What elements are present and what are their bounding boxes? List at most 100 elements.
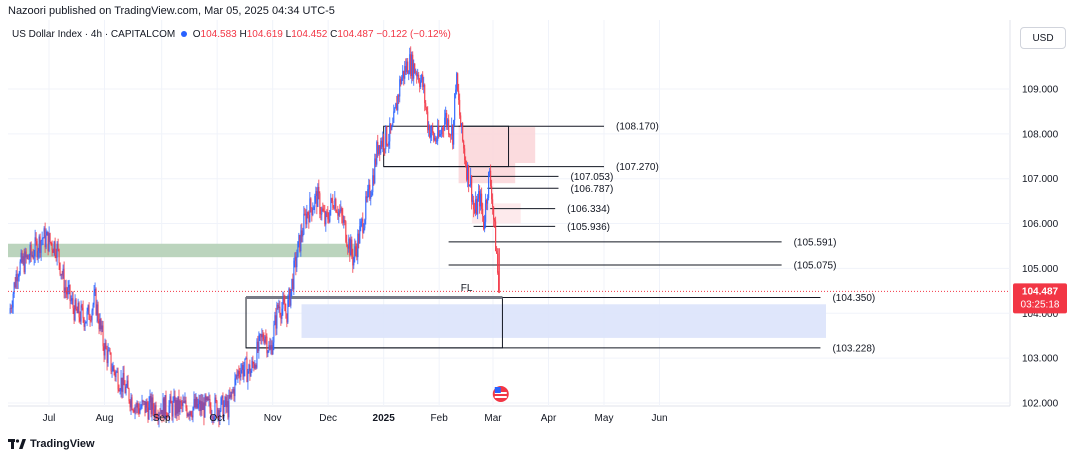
candle-body: [281, 308, 283, 319]
candle-body: [398, 95, 400, 97]
candle-body: [334, 198, 336, 209]
candle-body: [130, 397, 132, 408]
candle-body: [465, 160, 467, 166]
candle-body: [353, 257, 355, 266]
y-tick-label: 106.000: [1022, 219, 1059, 230]
candle-body: [144, 401, 146, 413]
candle-body: [419, 81, 421, 88]
open-label: O: [192, 29, 201, 40]
candle-body: [68, 285, 70, 288]
x-tick-label: Oct: [209, 413, 225, 424]
candle-body: [225, 397, 227, 408]
candle-body: [56, 243, 58, 258]
candle-body: [231, 391, 233, 393]
candle-body: [216, 400, 218, 417]
candle-body: [112, 366, 114, 372]
candle-body: [200, 401, 202, 412]
level-label: (107.270): [616, 162, 659, 173]
candle-body: [366, 196, 368, 198]
candle-body: [296, 257, 298, 268]
candle-body: [11, 307, 13, 309]
tradingview-logo[interactable]: TradingView: [8, 438, 95, 450]
candle-body: [187, 413, 189, 417]
candle-body: [210, 408, 212, 418]
candle-body: [349, 238, 351, 256]
price-chart[interactable]: (108.170) (107.270)(107.053)(106.787) (106…: [0, 20, 1080, 435]
candle-body: [64, 287, 66, 294]
x-tick-label: Jun: [651, 413, 667, 424]
candle-body: [75, 299, 77, 310]
candle-body: [418, 74, 420, 82]
candle-body: [304, 213, 306, 215]
candle-body: [50, 242, 52, 243]
candle-body: [363, 228, 365, 233]
candle-body: [491, 186, 493, 200]
candle-body: [246, 357, 248, 383]
candle-body: [380, 140, 382, 154]
candle-body: [220, 398, 222, 411]
candle-body: [306, 212, 308, 225]
candle-body: [151, 397, 153, 415]
candle-body: [185, 400, 187, 409]
candle-body: [477, 198, 479, 215]
candle-body: [16, 274, 18, 282]
candle-body: [370, 196, 372, 199]
candle-body: [488, 171, 490, 198]
candle-body: [379, 145, 381, 154]
candle-body: [427, 111, 429, 131]
candle-body: [493, 206, 495, 220]
candle-body: [108, 350, 110, 352]
candle-body: [53, 241, 55, 253]
candle-body: [13, 282, 15, 294]
candle-body: [321, 208, 323, 215]
candle-body: [212, 416, 214, 420]
candle-body: [126, 380, 128, 387]
candle-body: [336, 211, 338, 213]
candle-body: [484, 221, 486, 230]
candle-body: [258, 335, 260, 351]
candle-body: [100, 318, 102, 330]
candle-body: [101, 325, 103, 330]
high-value: 104.619: [246, 29, 283, 40]
candle-body: [429, 125, 431, 138]
candle-body: [411, 54, 413, 77]
candle-body: [313, 207, 315, 210]
candle-body: [121, 377, 123, 392]
candle-body: [88, 305, 90, 320]
candle-body: [332, 200, 334, 208]
candle-body: [273, 324, 275, 343]
candle-body: [456, 73, 458, 90]
candle-body: [215, 397, 217, 401]
candle-body: [54, 241, 56, 255]
currency-button[interactable]: USD: [1020, 27, 1066, 49]
candle-body: [196, 397, 198, 408]
candle-body: [272, 342, 274, 355]
candle-body: [425, 103, 427, 108]
candle-body: [433, 132, 435, 141]
x-tick-label: Jul: [43, 413, 56, 424]
candle-body: [322, 208, 324, 211]
candle-body: [159, 413, 161, 415]
candle-body: [335, 198, 337, 212]
candle-body: [133, 410, 135, 413]
candle-body: [325, 212, 327, 225]
candle-body: [27, 255, 29, 260]
candle-body: [82, 307, 84, 319]
candle-body: [285, 311, 287, 314]
candle-body: [26, 255, 28, 258]
last-price-label: 104.487: [1022, 286, 1059, 297]
candle-body: [301, 230, 303, 237]
level-label: (105.075): [794, 261, 837, 272]
candle-body: [77, 302, 79, 314]
candle-body: [409, 54, 411, 74]
candle-body: [290, 289, 292, 306]
candle-body: [412, 54, 414, 79]
candle-body: [460, 115, 462, 127]
candle-body: [236, 375, 238, 377]
candle-body: [390, 123, 392, 130]
candle-body: [252, 361, 254, 364]
candle-body: [223, 405, 225, 419]
candle-body: [374, 158, 376, 184]
candle-body: [111, 371, 113, 372]
candle-body: [202, 402, 204, 410]
